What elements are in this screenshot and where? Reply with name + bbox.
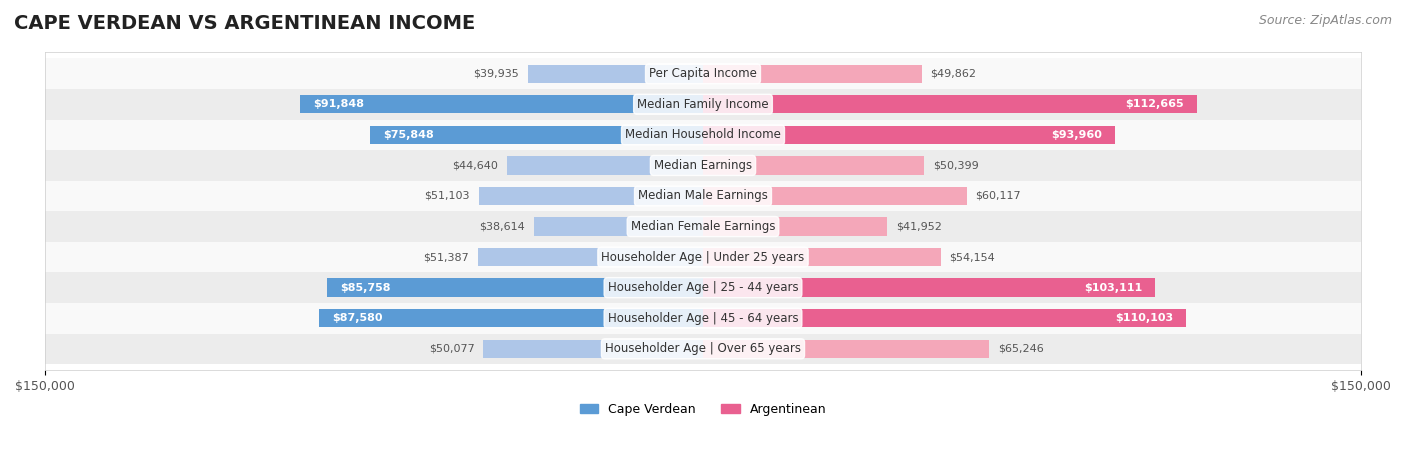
Text: $50,077: $50,077 bbox=[429, 344, 475, 354]
Bar bbox=[45, 303, 1361, 333]
Text: $60,117: $60,117 bbox=[976, 191, 1021, 201]
Text: $51,387: $51,387 bbox=[423, 252, 468, 262]
Text: $38,614: $38,614 bbox=[479, 221, 524, 232]
Text: $112,665: $112,665 bbox=[1125, 99, 1184, 109]
Bar bbox=[45, 211, 1361, 242]
Text: $65,246: $65,246 bbox=[998, 344, 1043, 354]
Bar bbox=[703, 64, 922, 83]
Text: $41,952: $41,952 bbox=[896, 221, 942, 232]
Text: Householder Age | Under 25 years: Householder Age | Under 25 years bbox=[602, 251, 804, 263]
Bar bbox=[703, 248, 941, 266]
Text: $39,935: $39,935 bbox=[474, 69, 519, 79]
Bar bbox=[479, 187, 703, 205]
Text: $87,580: $87,580 bbox=[332, 313, 382, 323]
Text: Householder Age | Over 65 years: Householder Age | Over 65 years bbox=[605, 342, 801, 355]
Text: $75,848: $75,848 bbox=[384, 130, 434, 140]
Bar bbox=[45, 181, 1361, 211]
Bar bbox=[45, 58, 1361, 89]
Bar bbox=[703, 309, 1187, 327]
Text: $50,399: $50,399 bbox=[932, 161, 979, 170]
Text: $54,154: $54,154 bbox=[949, 252, 995, 262]
Text: Per Capita Income: Per Capita Income bbox=[650, 67, 756, 80]
Bar bbox=[703, 156, 924, 175]
Bar bbox=[478, 248, 703, 266]
Text: $93,960: $93,960 bbox=[1052, 130, 1102, 140]
Bar bbox=[703, 278, 1156, 297]
Text: $44,640: $44,640 bbox=[453, 161, 498, 170]
Text: Median Earnings: Median Earnings bbox=[654, 159, 752, 172]
Bar bbox=[484, 340, 703, 358]
Bar bbox=[534, 217, 703, 236]
Bar bbox=[527, 64, 703, 83]
Bar bbox=[370, 126, 703, 144]
Text: CAPE VERDEAN VS ARGENTINEAN INCOME: CAPE VERDEAN VS ARGENTINEAN INCOME bbox=[14, 14, 475, 33]
Bar bbox=[703, 217, 887, 236]
Bar bbox=[703, 126, 1115, 144]
Bar bbox=[326, 278, 703, 297]
Text: $85,758: $85,758 bbox=[340, 283, 391, 293]
Bar bbox=[703, 95, 1198, 113]
Text: Householder Age | 25 - 44 years: Householder Age | 25 - 44 years bbox=[607, 281, 799, 294]
Text: $51,103: $51,103 bbox=[425, 191, 470, 201]
Bar bbox=[299, 95, 703, 113]
Bar bbox=[319, 309, 703, 327]
Bar bbox=[703, 340, 990, 358]
Legend: Cape Verdean, Argentinean: Cape Verdean, Argentinean bbox=[575, 398, 831, 421]
Bar bbox=[508, 156, 703, 175]
Text: Householder Age | 45 - 64 years: Householder Age | 45 - 64 years bbox=[607, 312, 799, 325]
Bar bbox=[45, 120, 1361, 150]
Bar bbox=[45, 89, 1361, 120]
Text: Median Male Earnings: Median Male Earnings bbox=[638, 190, 768, 203]
Bar bbox=[703, 187, 967, 205]
Text: Median Female Earnings: Median Female Earnings bbox=[631, 220, 775, 233]
Bar bbox=[45, 333, 1361, 364]
Bar bbox=[45, 242, 1361, 272]
Bar bbox=[45, 272, 1361, 303]
Text: $91,848: $91,848 bbox=[314, 99, 364, 109]
Text: $103,111: $103,111 bbox=[1084, 283, 1142, 293]
Text: Median Household Income: Median Household Income bbox=[626, 128, 780, 142]
Text: Source: ZipAtlas.com: Source: ZipAtlas.com bbox=[1258, 14, 1392, 27]
Text: $49,862: $49,862 bbox=[931, 69, 977, 79]
Bar bbox=[45, 150, 1361, 181]
Text: Median Family Income: Median Family Income bbox=[637, 98, 769, 111]
Text: $110,103: $110,103 bbox=[1115, 313, 1173, 323]
